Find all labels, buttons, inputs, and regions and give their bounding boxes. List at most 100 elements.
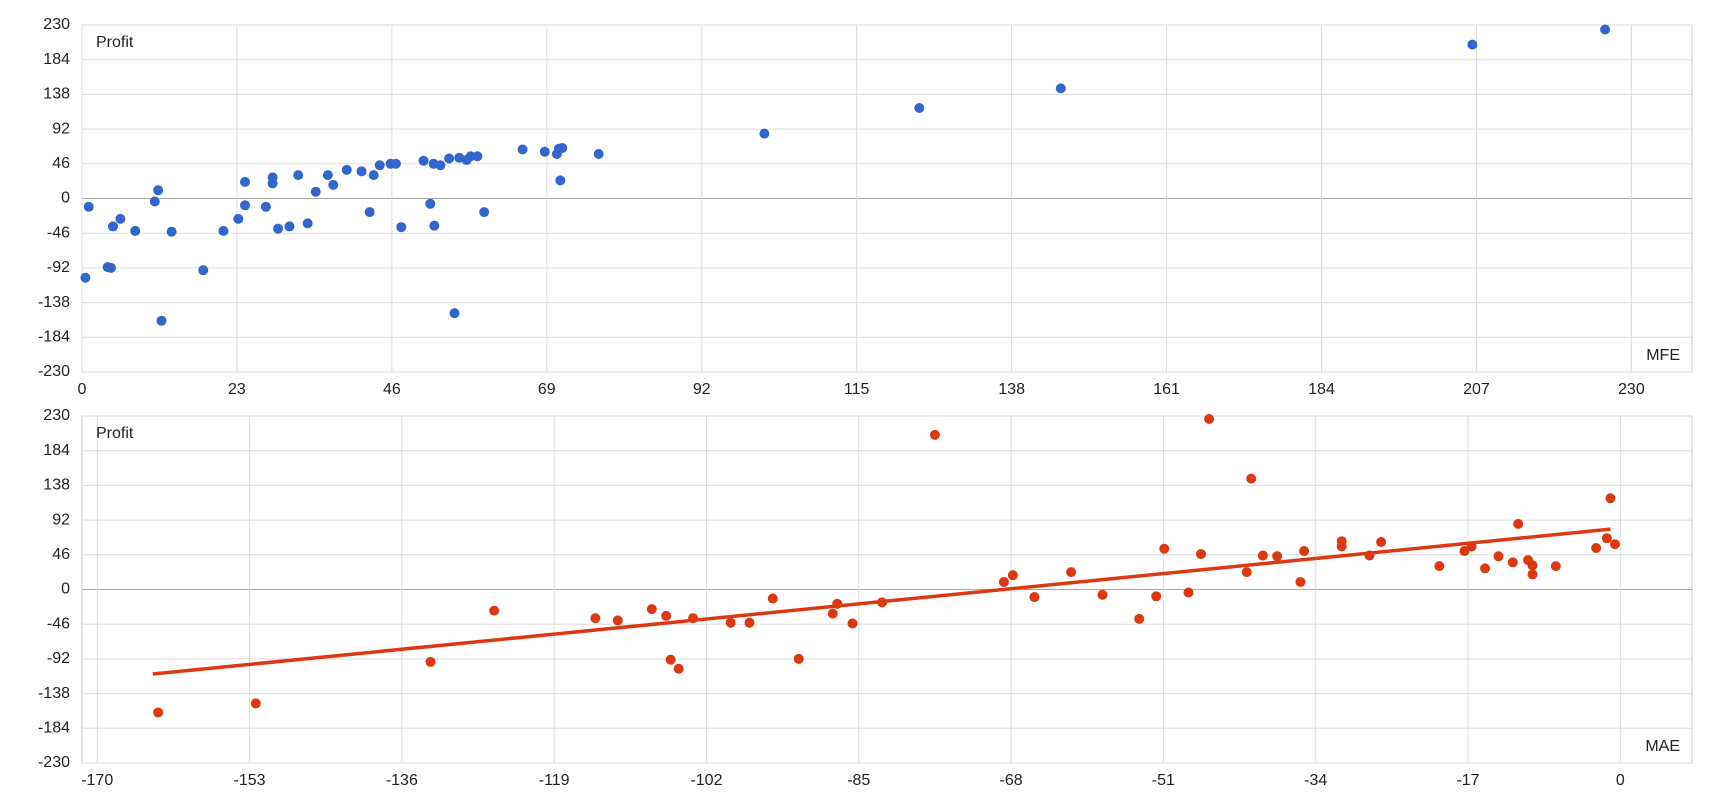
y-tick-label: -138 — [38, 294, 70, 311]
data-point — [998, 576, 1009, 587]
x-tick-label: -119 — [539, 772, 570, 789]
data-point — [590, 613, 601, 624]
data-point — [444, 153, 455, 164]
data-point — [1299, 546, 1310, 557]
data-point — [107, 221, 118, 232]
x-tick-label: -153 — [234, 772, 266, 789]
x-tick-label: -170 — [81, 772, 113, 789]
data-point — [240, 200, 251, 211]
data-point — [646, 604, 657, 615]
y-tick-label: 230 — [43, 407, 70, 424]
x-tick-label: 230 — [1618, 381, 1645, 398]
data-point — [759, 128, 770, 139]
y-tick-label: 92 — [52, 120, 70, 137]
data-point — [1151, 591, 1162, 602]
data-point — [1601, 533, 1612, 544]
data-point — [322, 170, 333, 181]
data-point — [725, 617, 736, 628]
x-axis-title: MAE — [1645, 738, 1680, 755]
y-tick-label: -230 — [38, 363, 70, 380]
data-point — [1609, 539, 1620, 550]
data-point — [517, 144, 528, 155]
x-tick-label: 138 — [998, 381, 1025, 398]
data-point — [198, 265, 209, 276]
x-tick-label: 46 — [383, 381, 401, 398]
data-point — [233, 213, 244, 224]
data-point — [1097, 589, 1108, 600]
y-tick-label: -46 — [47, 224, 70, 241]
data-point — [1257, 550, 1268, 561]
data-point — [396, 222, 407, 233]
x-tick-label: -102 — [690, 772, 722, 789]
data-point — [273, 223, 284, 234]
data-point — [1066, 567, 1077, 578]
data-point — [310, 186, 321, 197]
data-point — [1434, 561, 1445, 572]
data-point — [1605, 493, 1616, 504]
data-point — [80, 272, 91, 283]
y-tick-label: -184 — [38, 720, 70, 737]
data-point — [250, 698, 261, 709]
y-tick-label: -92 — [47, 259, 70, 276]
y-tick-label: 138 — [43, 86, 70, 103]
data-point — [929, 429, 940, 440]
x-tick-label: 0 — [78, 381, 87, 398]
y-tick-label: 230 — [43, 16, 70, 33]
data-point — [1029, 592, 1040, 603]
x-tick-label: 23 — [228, 381, 246, 398]
x-tick-label: -17 — [1456, 772, 1479, 789]
data-point — [302, 218, 313, 229]
y-tick-label: -92 — [47, 650, 70, 667]
data-point — [827, 608, 838, 619]
x-tick-label: 92 — [693, 381, 711, 398]
data-point — [479, 207, 490, 218]
data-point — [425, 656, 436, 667]
x-tick-label: -136 — [386, 772, 418, 789]
data-point — [557, 142, 568, 153]
trendline — [152, 527, 1611, 676]
data-point — [1513, 518, 1524, 529]
data-point — [341, 164, 352, 175]
y-tick-label: 0 — [61, 190, 70, 207]
data-point — [1459, 546, 1470, 557]
data-point — [1376, 536, 1387, 547]
data-point — [1493, 551, 1504, 562]
data-point — [429, 220, 440, 231]
data-point — [555, 175, 566, 186]
data-point — [1196, 549, 1207, 560]
data-point — [356, 166, 367, 177]
data-point — [1591, 543, 1602, 554]
data-point — [673, 663, 684, 674]
data-point — [115, 213, 126, 224]
data-point — [149, 196, 160, 207]
data-point — [293, 170, 304, 181]
data-point — [472, 151, 483, 162]
data-point — [539, 146, 550, 157]
data-point — [1507, 557, 1518, 568]
data-point — [435, 160, 446, 171]
x-tick-label: 69 — [538, 381, 556, 398]
data-point — [130, 225, 141, 236]
data-point — [156, 315, 167, 326]
data-point — [364, 207, 375, 218]
y-axis-title: Profit — [96, 425, 134, 442]
data-point — [1183, 587, 1194, 598]
data-point — [449, 308, 460, 319]
y-axis-title: Profit — [96, 34, 134, 51]
data-point — [260, 201, 271, 212]
data-point — [1241, 567, 1252, 578]
data-point — [418, 155, 429, 166]
y-tick-label: -138 — [38, 685, 70, 702]
y-tick-label: -184 — [38, 329, 70, 346]
data-point — [153, 185, 164, 196]
data-point — [1204, 414, 1215, 425]
data-point — [284, 221, 295, 232]
data-point — [368, 170, 379, 181]
data-point — [153, 707, 164, 718]
data-point — [767, 593, 778, 604]
y-tick-label: -46 — [47, 615, 70, 632]
data-point — [1467, 39, 1478, 50]
data-point — [1159, 543, 1170, 554]
data-point — [1527, 569, 1538, 580]
